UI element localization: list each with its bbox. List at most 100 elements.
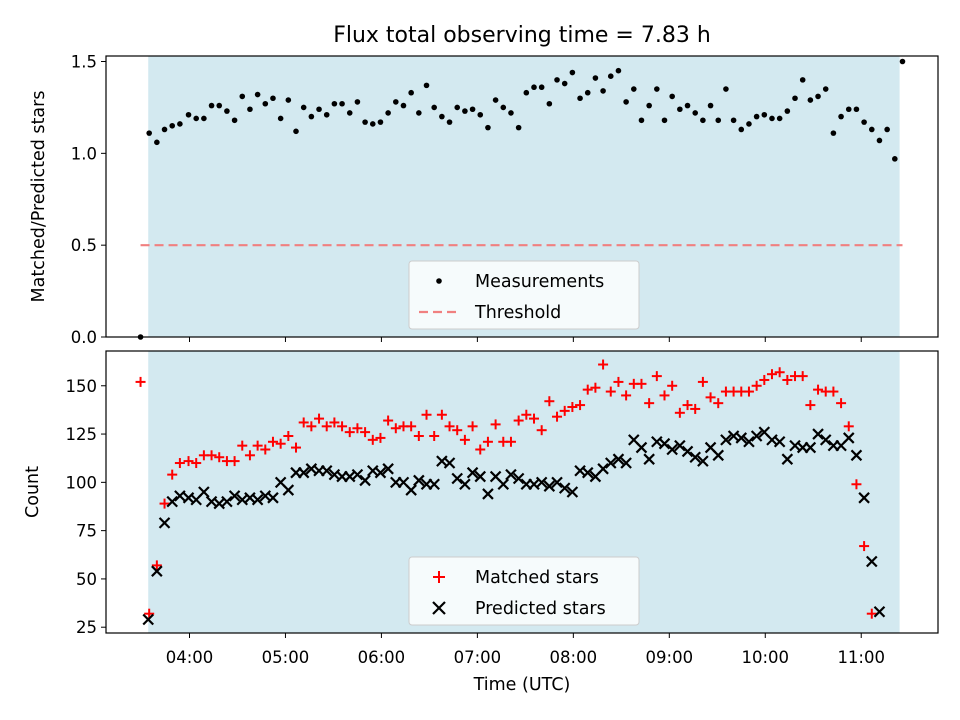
matched-star-point [360, 427, 371, 438]
predicted-star-point [842, 432, 855, 444]
matched-star-point [367, 434, 378, 445]
predicted-star-point [743, 436, 755, 448]
predicted-star-point [850, 449, 863, 462]
ratio-y-axis-label: Matched/Predicted stars [29, 91, 49, 303]
predicted-star-point [866, 555, 878, 568]
count-panel: 25 50 75 100 125 150 04:00 05:00 06:00 07:00 08:00… [23, 350, 939, 667]
matched-star-point [766, 369, 777, 380]
matched-star-point [383, 415, 394, 426]
measurement-point [677, 106, 683, 113]
measurement-point [285, 97, 292, 103]
predicted-star-point [497, 478, 510, 491]
matched-star-point [797, 371, 808, 382]
measurement-point [224, 108, 230, 114]
matched-star-point [528, 413, 539, 424]
measurement-point [561, 80, 568, 87]
measurement-point [477, 111, 484, 118]
matched-star-point [306, 421, 317, 432]
predicted-star-stroke [781, 453, 794, 465]
matched-star-point [782, 374, 793, 385]
measurement-point [500, 104, 507, 111]
predicted-star-point [297, 466, 310, 479]
predicted-star-point [466, 466, 479, 479]
measurement-point [454, 104, 461, 111]
count-y-tick-label: 125 [66, 425, 98, 444]
predicted-star-stroke [628, 434, 640, 446]
predicted-star-stroke [351, 468, 364, 481]
predicted-star-point [635, 441, 648, 454]
predicted-star-stroke [704, 441, 717, 454]
predicted-star-stroke [604, 457, 617, 469]
matched-star-point [321, 421, 332, 432]
measurement-point [807, 97, 814, 103]
predicted-star-stroke [274, 476, 287, 489]
measurement-point [892, 156, 898, 162]
measurement-point [369, 121, 376, 127]
count-y-tick-label: 150 [66, 377, 98, 396]
predicted-star-point [804, 441, 817, 454]
matched-star-point [843, 421, 854, 432]
matched-star-point [329, 417, 340, 428]
matched-star-point [774, 367, 785, 378]
measurement-point [884, 126, 890, 133]
predicted-star-stroke [512, 472, 525, 485]
matched-star-point [291, 442, 302, 453]
ratio-panel: 0.0 0.5 1.0 1.5 Matched/Predicted stars Measu… [29, 53, 939, 347]
predicted-star-point [428, 478, 440, 491]
measurement-point [600, 88, 606, 94]
measurement-point [669, 93, 675, 100]
legend-entry-label: Measurements [475, 272, 604, 292]
matched-star-point [467, 421, 478, 432]
predicted-star-stroke [812, 428, 824, 440]
matched-star-point [705, 392, 716, 403]
measurement-point [431, 104, 437, 111]
predicted-star-point [158, 517, 171, 529]
count-y-tick-label: 100 [66, 473, 98, 492]
predicted-star-stroke [720, 434, 732, 446]
matched-star-point [252, 440, 263, 451]
predicted-star-point [581, 466, 594, 479]
x-tick-label: 10:00 [741, 648, 789, 667]
legend-entry-label: Matched stars [475, 568, 599, 588]
measurement-point [753, 113, 760, 120]
matched-star-point [244, 450, 255, 461]
predicted-star-stroke [666, 443, 678, 456]
measurement-point [354, 99, 361, 105]
measurement-point [377, 119, 384, 125]
predicted-star-point [558, 482, 571, 494]
chart-title: Flux total observing time = 7.83 h [333, 23, 711, 48]
count-legend-box [408, 556, 640, 626]
ratio-y-tick-label: 1.0 [71, 144, 97, 163]
predicted-star-point [374, 466, 387, 479]
legend-predicted-swatch [432, 601, 446, 615]
x-tick-label: 08:00 [550, 648, 598, 667]
matched-star-point [605, 386, 616, 397]
predicted-star-stroke [466, 466, 479, 479]
predicted-star-point [382, 463, 394, 475]
matched-star-point [337, 421, 348, 432]
predicted-star-point [482, 488, 494, 500]
matched-star-point [743, 386, 754, 397]
measurement-point [462, 108, 468, 114]
predicted-star-stroke [405, 484, 417, 496]
matched-star-point [598, 359, 609, 370]
measurement-point [746, 121, 752, 127]
measurement-point [177, 121, 183, 127]
measurement-point [262, 100, 269, 107]
predicted-star-stroke [505, 468, 517, 481]
measurement-point [584, 89, 591, 96]
predicted-star-point [666, 443, 678, 456]
matched-star-point [590, 382, 601, 393]
count-y-tick-label: 50 [76, 570, 97, 589]
matched-star-point [459, 434, 470, 445]
matched-star-point [513, 415, 524, 426]
measurement-point [723, 86, 729, 92]
measurement-point [216, 102, 223, 109]
predicted-star-stroke [773, 436, 786, 448]
measurement-point [515, 124, 522, 131]
matched-star-point [859, 541, 870, 552]
measurement-point [630, 86, 637, 92]
matched-star-point [174, 458, 185, 469]
matched-star-point [159, 498, 170, 509]
predicted-star-stroke [320, 464, 333, 477]
